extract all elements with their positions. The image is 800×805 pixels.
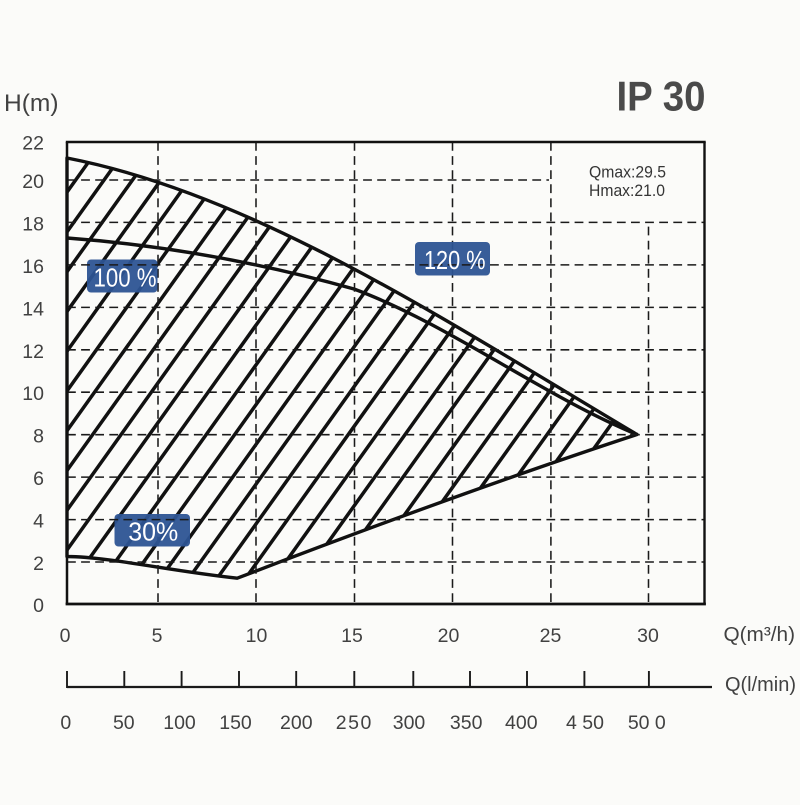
svg-text:Hmax:21.0: Hmax:21.0: [589, 181, 665, 200]
svg-text:0: 0: [60, 625, 71, 647]
svg-text:2: 2: [33, 553, 44, 575]
svg-text:120 %: 120 %: [424, 245, 486, 275]
svg-text:22: 22: [22, 132, 44, 154]
svg-text:15: 15: [341, 625, 363, 647]
svg-text:16: 16: [22, 256, 44, 278]
svg-text:10: 10: [246, 625, 268, 647]
svg-text:IP 30: IP 30: [617, 73, 706, 120]
svg-text:10: 10: [22, 383, 44, 405]
svg-text:50 0: 50 0: [628, 712, 666, 734]
svg-text:6: 6: [33, 468, 44, 490]
svg-text:Qmax:29.5: Qmax:29.5: [589, 163, 666, 182]
svg-text:100: 100: [163, 712, 196, 734]
svg-text:8: 8: [33, 426, 44, 448]
svg-text:250: 250: [336, 712, 373, 734]
svg-text:20: 20: [438, 625, 460, 647]
svg-text:100 %: 100 %: [94, 263, 157, 293]
svg-text:14: 14: [22, 298, 44, 320]
svg-text:20: 20: [22, 171, 44, 193]
svg-text:Q(m³/h): Q(m³/h): [724, 624, 796, 646]
svg-text:200: 200: [280, 712, 313, 734]
svg-text:12: 12: [22, 341, 44, 363]
svg-text:300: 300: [393, 712, 426, 734]
svg-text:0: 0: [60, 712, 71, 734]
svg-text:4: 4: [33, 511, 44, 533]
svg-text:5: 5: [152, 625, 163, 647]
svg-text:4 50: 4 50: [566, 712, 604, 734]
svg-text:350: 350: [450, 712, 483, 734]
svg-text:H(m): H(m): [4, 90, 59, 117]
svg-text:0: 0: [33, 595, 44, 617]
svg-text:30%: 30%: [128, 517, 178, 547]
svg-text:150: 150: [219, 712, 252, 734]
svg-text:25: 25: [540, 625, 562, 647]
svg-text:400: 400: [505, 712, 538, 734]
svg-text:30: 30: [637, 625, 659, 647]
svg-text:18: 18: [22, 213, 44, 235]
svg-text:50: 50: [113, 712, 135, 734]
svg-text:Q(l/min): Q(l/min): [725, 674, 796, 696]
